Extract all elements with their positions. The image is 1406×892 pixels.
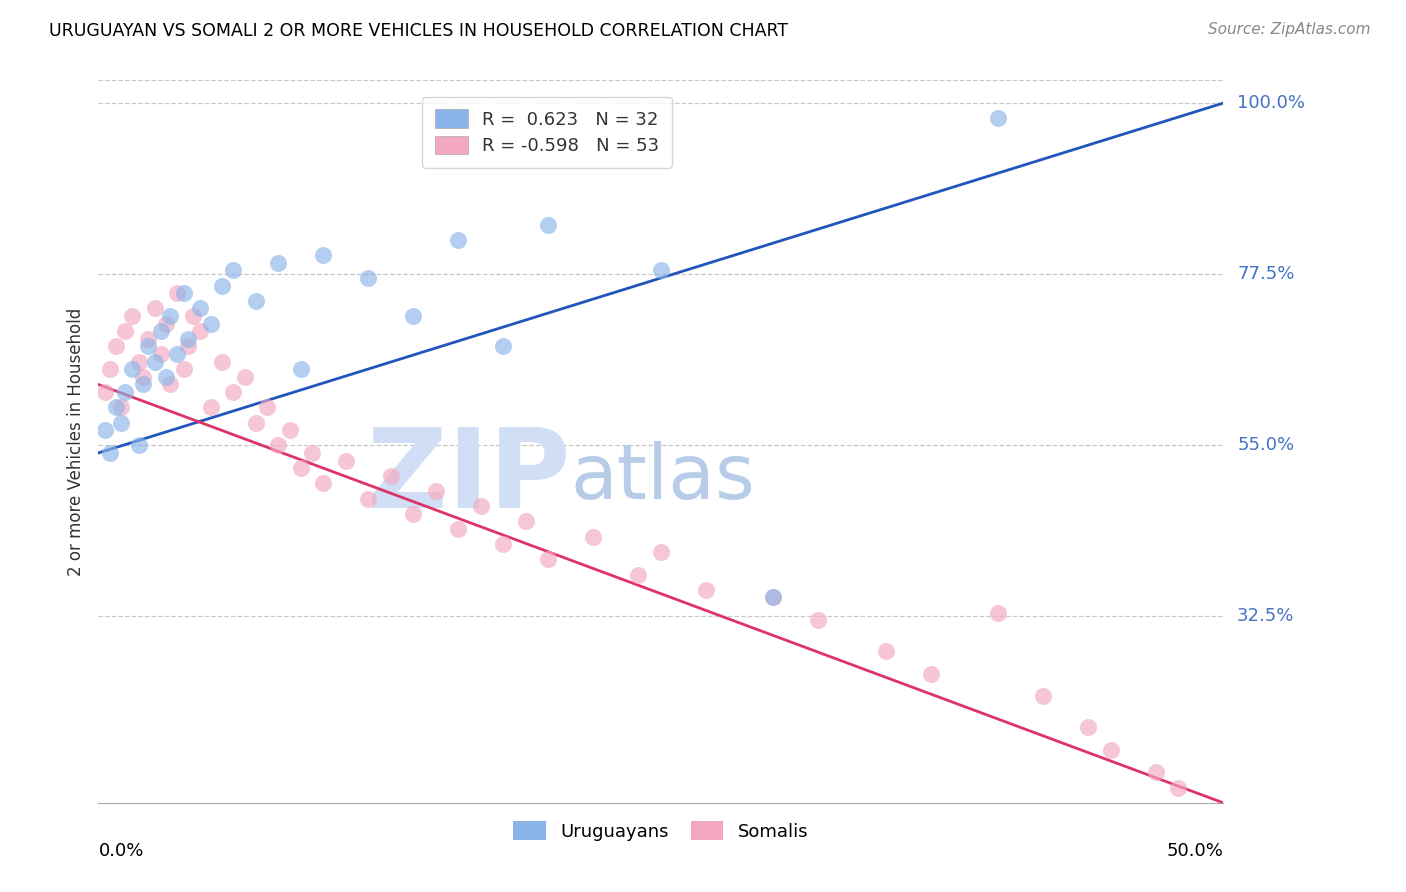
Text: 50.0%: 50.0% (1167, 842, 1223, 860)
Point (94, 385, 117, 400)
Point (245, 293, 267, 308)
Point (173, 286, 195, 301)
Point (143, 301, 166, 316)
Point (114, 385, 136, 400)
Point (132, 370, 155, 384)
Point (335, 453, 357, 467)
Point (762, 591, 785, 605)
Point (222, 263, 245, 277)
Point (447, 522, 470, 536)
Point (155, 317, 177, 331)
Point (267, 438, 290, 452)
Point (94, 423, 117, 437)
Point (380, 468, 402, 483)
Point (1077, 720, 1099, 734)
Point (105, 339, 128, 353)
Point (188, 301, 211, 316)
Text: ZIP: ZIP (367, 425, 571, 531)
Point (110, 416, 132, 430)
Point (159, 377, 181, 392)
Point (159, 309, 181, 323)
Point (177, 332, 200, 346)
Point (150, 347, 173, 361)
Point (402, 507, 425, 521)
Point (114, 324, 136, 338)
Point (166, 286, 188, 301)
Point (1032, 690, 1054, 704)
Point (987, 606, 1010, 620)
Point (627, 567, 650, 582)
Text: 55.0%: 55.0% (1237, 436, 1295, 454)
Point (920, 666, 942, 681)
Point (181, 309, 204, 323)
Point (515, 515, 537, 529)
Text: atlas: atlas (571, 441, 755, 515)
Point (256, 401, 278, 415)
Point (166, 347, 188, 361)
Point (200, 317, 222, 331)
Point (98, 446, 121, 460)
Point (1099, 742, 1122, 756)
Point (290, 461, 312, 475)
Text: URUGUAYAN VS SOMALI 2 OR MORE VEHICLES IN HOUSEHOLD CORRELATION CHART: URUGUAYAN VS SOMALI 2 OR MORE VEHICLES I… (49, 22, 789, 40)
Point (136, 339, 159, 353)
Point (357, 491, 380, 506)
Point (492, 537, 515, 551)
Point (150, 324, 173, 338)
Point (105, 401, 128, 415)
Point (155, 370, 177, 384)
Y-axis label: 2 or more Vehicles in Household: 2 or more Vehicles in Household (66, 308, 84, 575)
Point (143, 354, 166, 368)
Point (211, 278, 233, 293)
Point (650, 263, 672, 277)
Point (200, 401, 222, 415)
Point (245, 416, 267, 430)
Point (110, 401, 132, 415)
Point (290, 362, 312, 376)
Point (128, 354, 150, 368)
Point (177, 339, 200, 353)
Point (537, 218, 560, 232)
Text: 100.0%: 100.0% (1237, 94, 1305, 112)
Point (695, 582, 717, 597)
Point (447, 233, 470, 247)
Point (492, 339, 515, 353)
Point (121, 362, 143, 376)
Point (267, 256, 290, 270)
Point (233, 370, 256, 384)
Point (312, 476, 335, 491)
Point (128, 438, 150, 452)
Point (98, 362, 121, 376)
Point (470, 499, 492, 513)
Point (537, 552, 560, 566)
Point (188, 324, 211, 338)
Point (211, 354, 233, 368)
Point (762, 591, 785, 605)
Point (222, 385, 245, 400)
Point (312, 248, 335, 262)
Point (301, 446, 323, 460)
Point (650, 545, 672, 559)
Point (121, 309, 143, 323)
Point (173, 362, 195, 376)
Point (425, 483, 447, 498)
Point (136, 332, 159, 346)
Text: 32.5%: 32.5% (1237, 607, 1295, 625)
Point (1144, 765, 1167, 780)
Point (278, 423, 301, 437)
Point (132, 377, 155, 392)
Text: Source: ZipAtlas.com: Source: ZipAtlas.com (1208, 22, 1371, 37)
Point (875, 643, 897, 657)
Point (1167, 780, 1189, 795)
Text: 0.0%: 0.0% (98, 842, 143, 860)
Legend: Uruguayans, Somalis: Uruguayans, Somalis (506, 814, 815, 848)
Point (987, 112, 1010, 126)
Point (402, 309, 425, 323)
Point (807, 613, 830, 627)
Text: 77.5%: 77.5% (1237, 265, 1295, 284)
Point (582, 530, 605, 544)
Point (357, 271, 380, 285)
